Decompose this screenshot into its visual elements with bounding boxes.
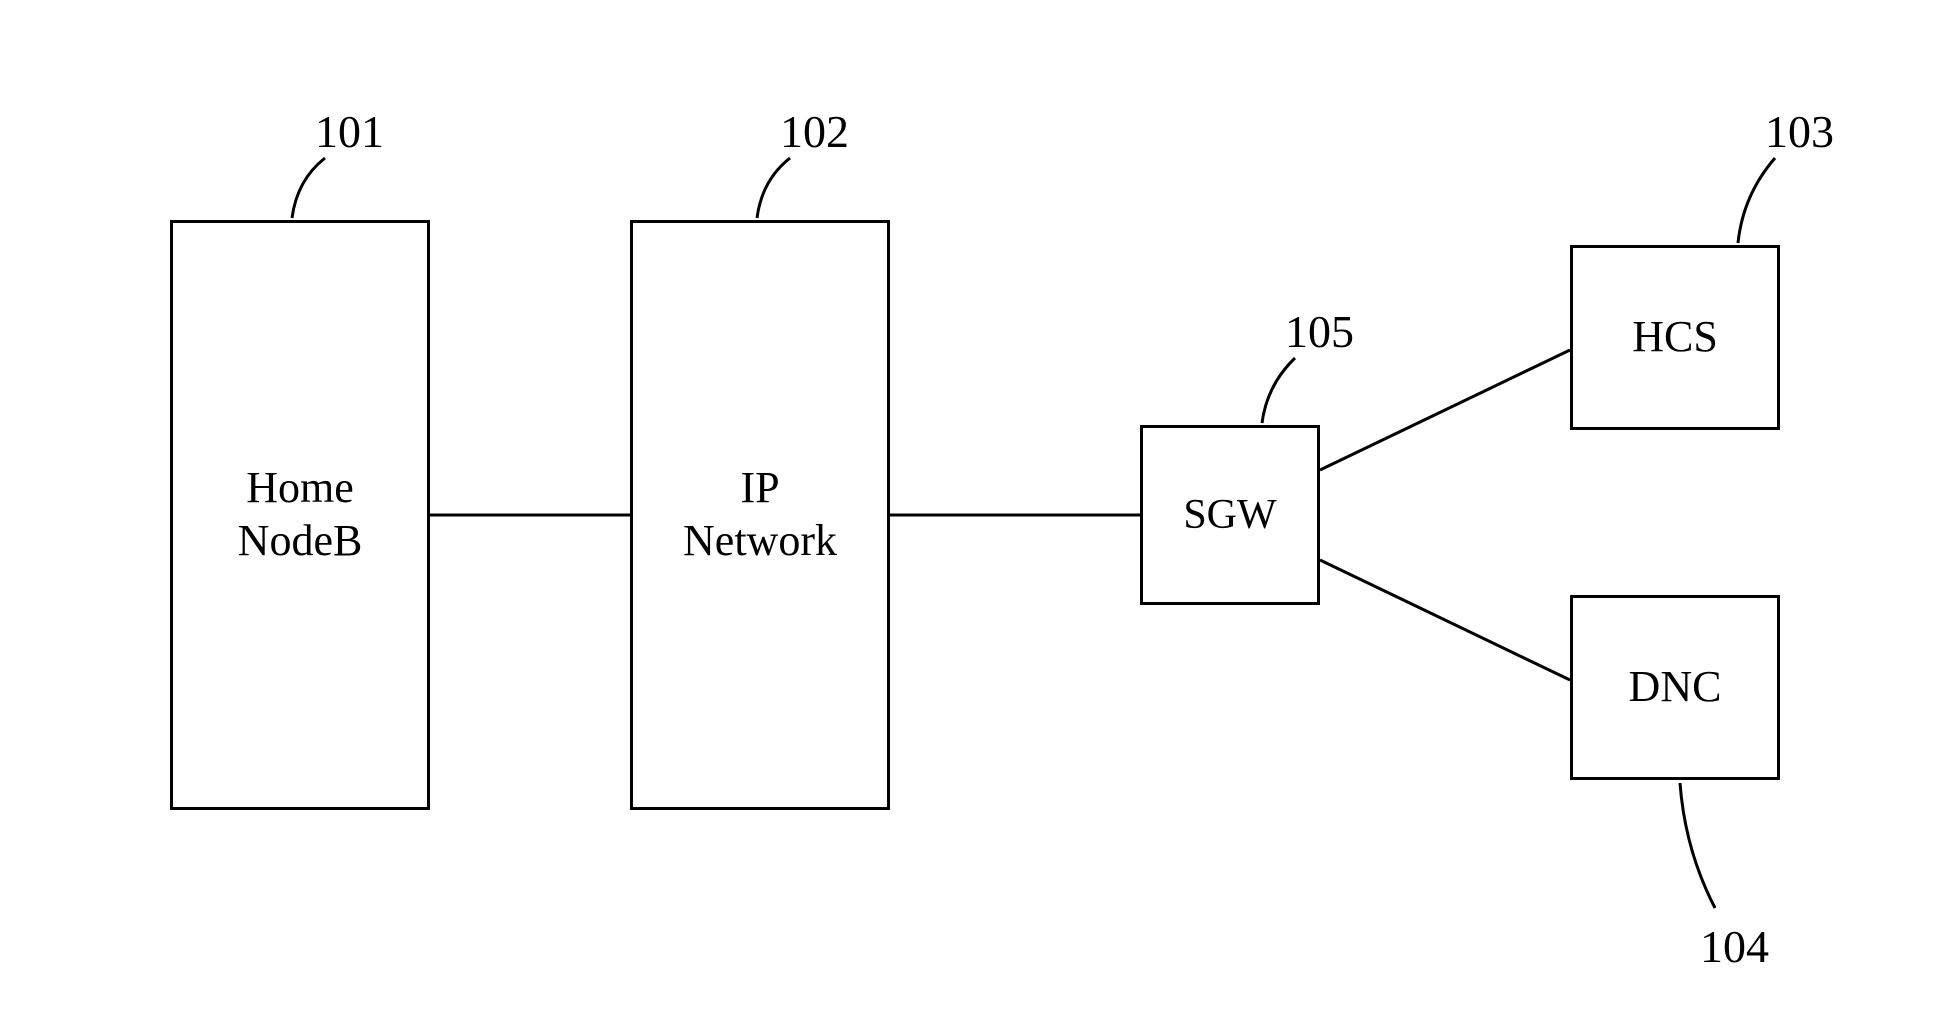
node-sgw: SGW bbox=[1140, 425, 1320, 605]
node-label-line2: NodeB bbox=[238, 516, 363, 565]
ref-label-103: 103 bbox=[1765, 105, 1834, 158]
ref-label-104: 104 bbox=[1700, 920, 1769, 973]
node-ip-network: IP Network bbox=[630, 220, 890, 810]
node-hcs: HCS bbox=[1570, 245, 1780, 430]
node-label-line2: Network bbox=[683, 516, 837, 565]
ref-label-105: 105 bbox=[1285, 305, 1354, 358]
node-label-line1: IP bbox=[740, 463, 779, 512]
node-label: HCS bbox=[1632, 311, 1718, 364]
ref-label-102: 102 bbox=[780, 105, 849, 158]
node-label-line1: Home bbox=[246, 463, 354, 512]
node-home-nodeb: Home NodeB bbox=[170, 220, 430, 810]
ref-label-101: 101 bbox=[315, 105, 384, 158]
node-label: DNC bbox=[1629, 661, 1722, 714]
network-diagram: Home NodeB IP Network SGW HCS DNC 101 bbox=[50, 50, 1897, 973]
node-label: IP Network bbox=[683, 462, 837, 568]
node-label: SGW bbox=[1183, 490, 1276, 540]
node-dnc: DNC bbox=[1570, 595, 1780, 780]
node-label: Home NodeB bbox=[238, 462, 363, 568]
